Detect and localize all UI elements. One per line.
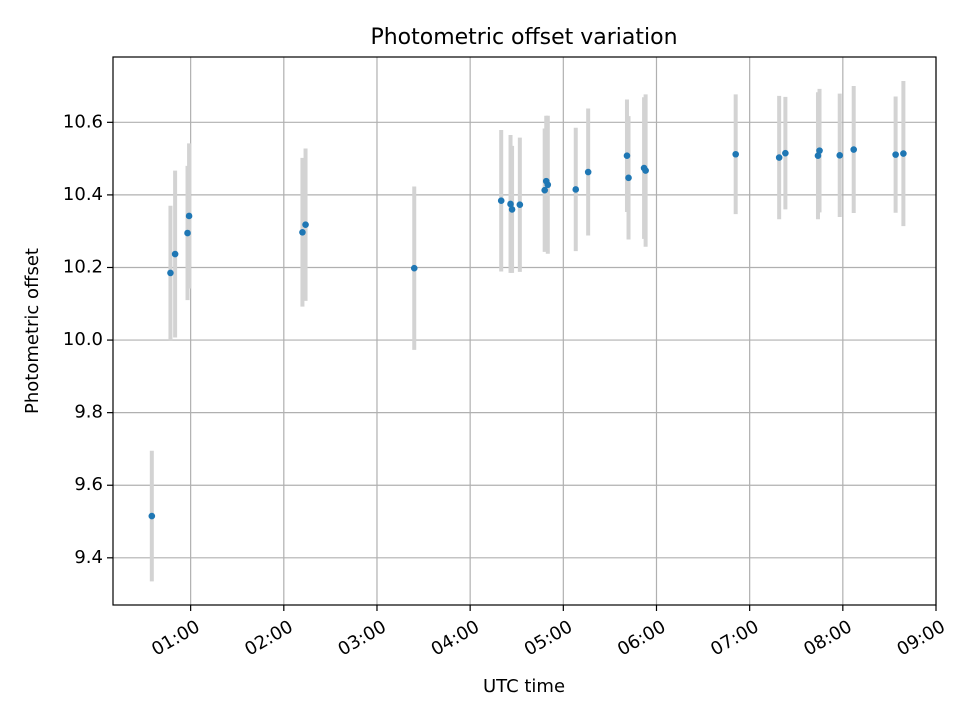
data-point: [625, 174, 632, 182]
data-point: [184, 229, 191, 237]
data-point: [167, 269, 174, 277]
x-axis-label: UTC time: [483, 676, 565, 697]
data-point: [185, 212, 193, 220]
data-point: [782, 149, 789, 157]
y-tick-label: 10.0: [63, 329, 103, 350]
y-tick-label: 10.4: [63, 184, 103, 205]
data-point: [148, 512, 156, 520]
data-point: [544, 181, 552, 189]
y-tick-label: 9.8: [74, 402, 103, 423]
y-axis-label: Photometric offset: [22, 248, 43, 414]
data-point: [900, 150, 907, 157]
data-point: [642, 167, 649, 174]
data-point: [836, 152, 844, 159]
data-point: [732, 150, 739, 158]
data-point: [299, 228, 306, 236]
data-point: [584, 168, 592, 176]
y-tick-label: 10.6: [63, 111, 103, 132]
data-point: [171, 250, 179, 258]
y-tick-label: 9.4: [74, 547, 103, 568]
data-point: [497, 197, 505, 205]
y-tick-label: 10.2: [63, 256, 103, 277]
data-point: [892, 151, 899, 158]
data-point: [507, 200, 514, 208]
chart-title: Photometric offset variation: [370, 25, 677, 50]
data-point: [541, 186, 548, 194]
data-point: [850, 146, 857, 153]
data-point: [623, 152, 631, 160]
data-point: [775, 154, 783, 161]
data-point: [572, 186, 580, 193]
data-point: [814, 152, 822, 160]
plot-frame: [112, 56, 937, 606]
data-point: [508, 206, 516, 213]
data-point: [410, 264, 418, 272]
data-point: [816, 147, 823, 154]
point-layer: [148, 146, 907, 520]
data-point: [516, 201, 524, 209]
data-point: [302, 221, 309, 228]
y-tick-label: 9.6: [74, 474, 103, 495]
